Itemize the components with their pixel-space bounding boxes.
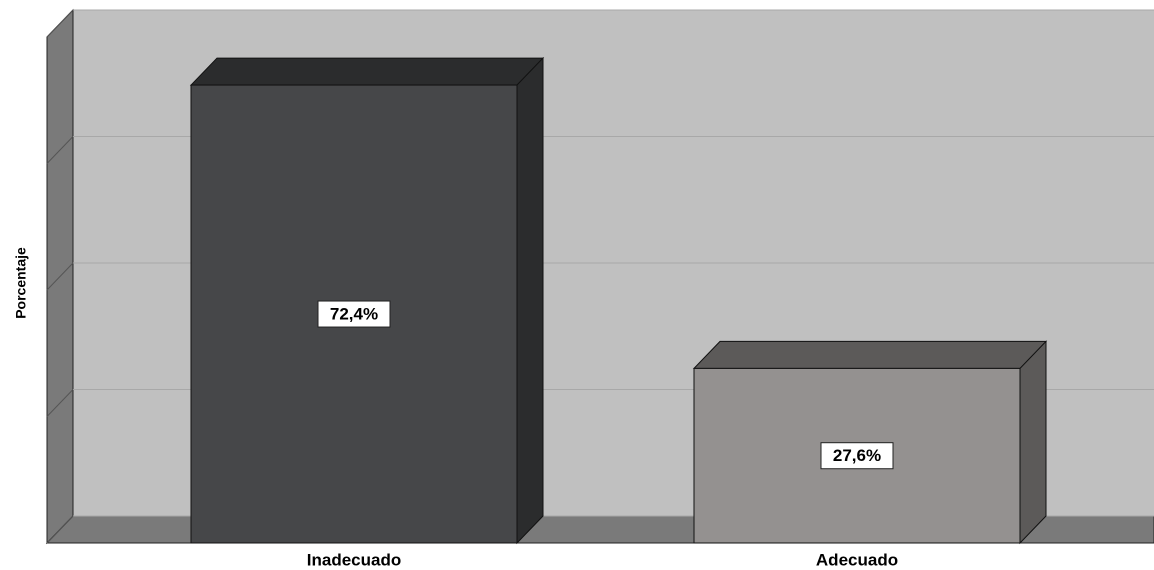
tick-mark <box>46 515 74 544</box>
tick-mark <box>46 389 74 417</box>
x-tick-label: Inadecuado <box>307 550 401 569</box>
tick-mark <box>46 9 74 38</box>
bar-side <box>516 56 544 545</box>
tick-mark <box>46 136 74 164</box>
value-label: 72,4% <box>330 305 378 324</box>
y-axis-label: Porcentaje <box>13 247 29 319</box>
bar-top <box>189 57 545 86</box>
value-label-box <box>820 442 894 470</box>
tick-mark <box>46 262 74 291</box>
value-label: 27,6% <box>833 446 881 465</box>
x-tick-label: Adecuado <box>816 550 898 569</box>
value-label-box <box>317 300 391 328</box>
bar-side <box>1019 340 1047 545</box>
bar-top <box>692 340 1048 369</box>
